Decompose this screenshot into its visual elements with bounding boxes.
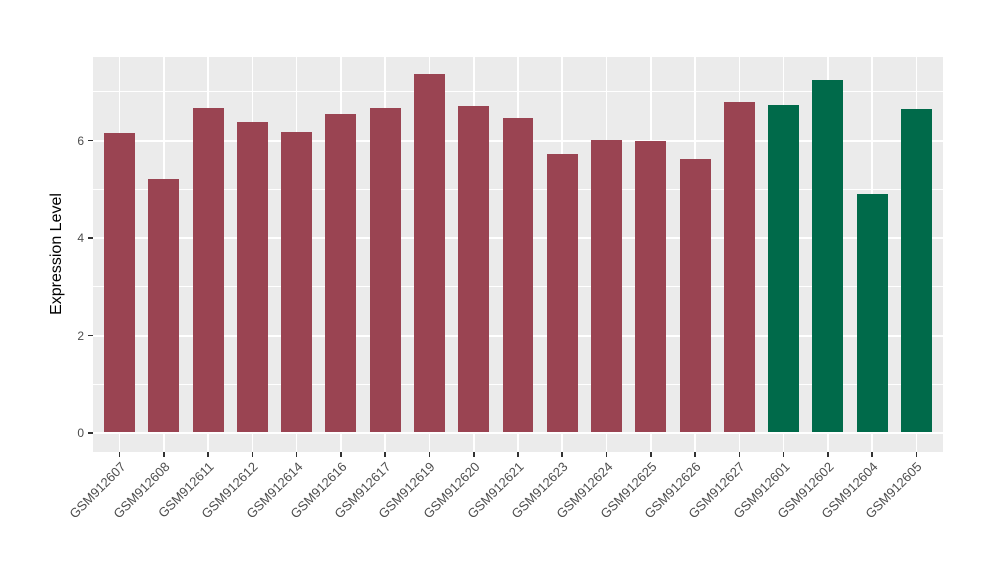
x-tick-mark [384, 452, 386, 457]
x-tick-mark [605, 452, 608, 457]
y-tick-mark [88, 139, 93, 142]
minor-gridline [93, 91, 943, 93]
bar [325, 114, 357, 432]
bar [458, 106, 490, 432]
y-tick-label: 0 [77, 426, 84, 440]
bar [723, 102, 755, 432]
bar [502, 117, 534, 432]
bar [369, 108, 401, 432]
bar [236, 122, 268, 432]
x-tick-mark [827, 452, 829, 457]
bar [104, 133, 136, 432]
x-tick-mark [738, 452, 741, 457]
y-tick-mark [88, 432, 93, 434]
bar [148, 179, 180, 432]
bar [679, 159, 711, 432]
y-tick-mark [88, 334, 93, 337]
y-axis-title-text: Expression Level [48, 193, 65, 315]
bar [281, 131, 313, 432]
y-tick-mark [88, 237, 93, 239]
bar [812, 80, 844, 432]
bar [413, 73, 445, 432]
x-tick-mark [118, 452, 121, 457]
bar [591, 140, 623, 432]
bar [546, 154, 578, 432]
x-tick-mark [428, 452, 431, 457]
x-tick-mark [650, 452, 652, 457]
bar [768, 105, 800, 432]
x-tick-mark [694, 452, 696, 457]
x-tick-mark [871, 452, 873, 457]
y-tick-label: 2 [77, 328, 84, 343]
x-tick-mark [340, 452, 342, 457]
bar [192, 107, 224, 432]
x-tick-mark [915, 452, 918, 457]
x-tick-mark [207, 452, 209, 457]
major-gridline [93, 432, 943, 434]
bar [900, 108, 932, 432]
x-tick-mark [251, 452, 254, 457]
bar [856, 193, 888, 432]
x-tick-mark [782, 452, 785, 457]
x-tick-mark [295, 452, 298, 457]
plot-panel [93, 57, 943, 452]
bar [635, 141, 667, 432]
x-tick-mark [163, 452, 165, 457]
y-tick-label: 6 [77, 133, 84, 148]
x-tick-mark [561, 452, 564, 457]
x-tick-mark [472, 452, 475, 457]
x-tick-mark [517, 452, 519, 457]
y-tick-label: 4 [77, 231, 84, 245]
